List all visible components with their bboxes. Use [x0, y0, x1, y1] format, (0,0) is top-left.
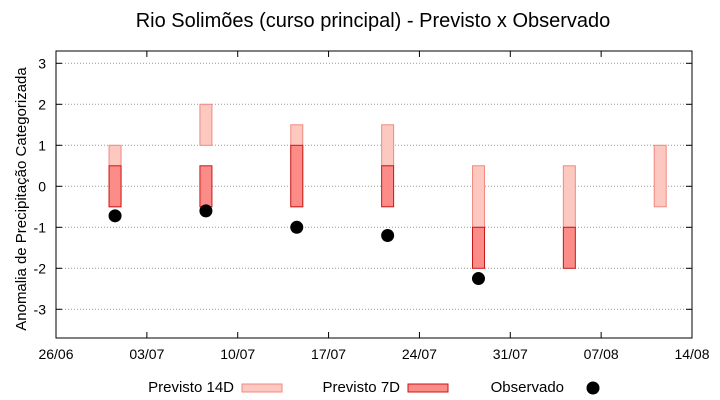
x-tick-label: 26/06 — [38, 346, 73, 362]
y-ticks: -3 -2 -1 0 1 2 3 — [34, 55, 692, 317]
chart-title: Rio Solimões (curso principal) - Previst… — [136, 10, 611, 32]
legend-label: Previsto 7D — [322, 379, 400, 396]
x-tick-label: 10/07 — [220, 346, 255, 362]
y-tick-label: -3 — [34, 301, 47, 317]
series-previsto-7d — [108, 144, 576, 269]
y-tick-label: 1 — [38, 137, 46, 153]
point-observado — [290, 220, 304, 234]
bar-previsto-7d — [381, 165, 395, 208]
legend-swatch — [241, 383, 283, 393]
x-tick-label: 07/08 — [584, 346, 619, 362]
bar-previsto-14d — [199, 103, 213, 146]
x-tick-label: 03/07 — [129, 346, 164, 362]
bar-previsto-7d — [471, 226, 485, 269]
y-axis-label: Anomalia de Precipitação Categorizada — [13, 67, 30, 331]
legend-label: Previsto 14D — [148, 379, 234, 396]
x-tick-label: 31/07 — [493, 346, 528, 362]
legend-swatch — [586, 381, 600, 395]
point-observado — [199, 204, 213, 218]
point-observado — [108, 209, 122, 223]
point-observado — [381, 229, 395, 242]
plot-border — [55, 50, 693, 339]
series-observado — [108, 204, 485, 286]
bar-previsto-7d — [108, 165, 122, 208]
legend: Previsto 14D Previsto 7D Observado — [148, 379, 600, 396]
x-ticks: 26/06 03/07 10/07 17/07 24/07 31/07 07/08 14/08 — [38, 51, 710, 362]
y-tick-label: -2 — [34, 260, 47, 276]
bar-previsto-7d — [562, 226, 576, 269]
bar-previsto-14d — [562, 165, 576, 228]
bar-previsto-7d — [199, 165, 213, 208]
x-tick-label: 24/07 — [402, 346, 437, 362]
legend-label: Observado — [491, 379, 564, 396]
bar-previsto-14d — [381, 124, 395, 167]
bar-previsto-7d — [290, 144, 304, 208]
y-tick-label: 0 — [38, 178, 46, 194]
y-tick-label: 3 — [38, 55, 46, 71]
y-tick-label: 2 — [38, 96, 46, 112]
x-tick-label: 17/07 — [311, 346, 346, 362]
x-tick-label: 14/08 — [674, 346, 709, 362]
bar-previsto-14d — [471, 165, 485, 228]
legend-swatch — [407, 383, 449, 393]
bar-previsto-14d — [653, 144, 667, 208]
point-observado — [471, 272, 485, 286]
y-tick-label: -1 — [34, 219, 47, 235]
gridlines — [56, 62, 692, 310]
